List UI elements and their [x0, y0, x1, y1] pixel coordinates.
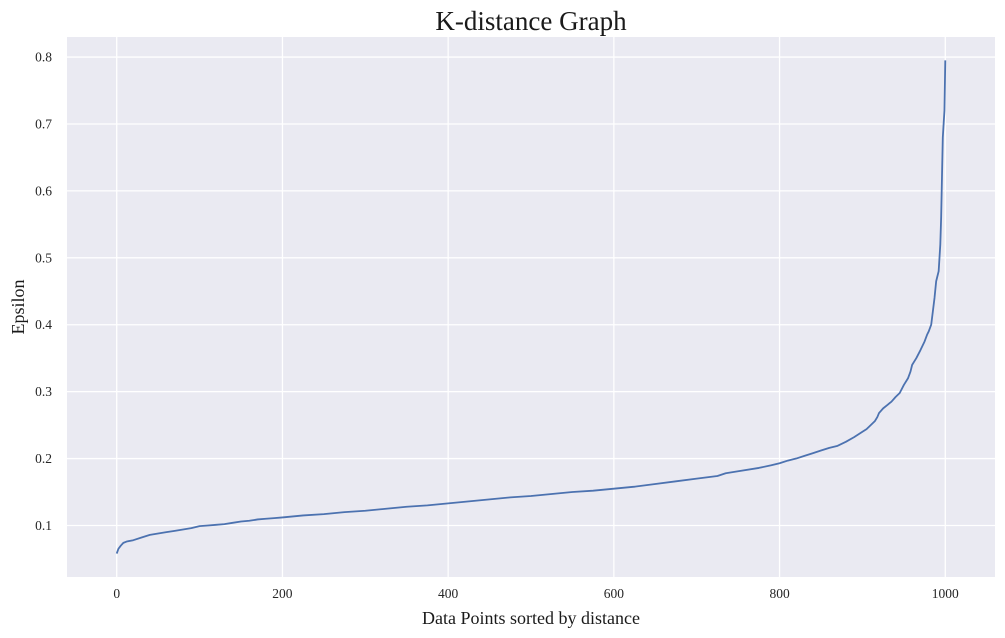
tick-labels: 0 200 400 600 800 1000 0.1 0.2 0.3 0.4 0.5 0.6 0.7 0.… [35, 50, 959, 601]
y-axis-label: Epsilon [8, 279, 28, 334]
y-tick-label: 0.6 [35, 183, 52, 198]
x-tick-label: 400 [438, 586, 459, 601]
y-tick-label: 0.7 [35, 116, 52, 131]
y-tick-label: 0.1 [35, 518, 52, 533]
chart-title: K-distance Graph [435, 6, 627, 36]
y-tick-label: 0.8 [35, 50, 52, 65]
grid-lines [67, 37, 995, 577]
y-tick-label: 0.3 [35, 384, 52, 399]
y-tick-label: 0.4 [35, 317, 52, 332]
x-tick-label: 800 [769, 586, 790, 601]
x-axis-label: Data Points sorted by distance [422, 608, 640, 628]
x-tick-label: 600 [604, 586, 625, 601]
k-distance-line [115, 60, 947, 554]
x-tick-label: 1000 [932, 586, 959, 601]
y-tick-label: 0.2 [35, 451, 52, 466]
y-tick-label: 0.5 [35, 250, 52, 265]
plot-area [67, 37, 995, 577]
x-tick-label: 0 [113, 586, 120, 601]
x-tick-label: 200 [272, 586, 293, 601]
